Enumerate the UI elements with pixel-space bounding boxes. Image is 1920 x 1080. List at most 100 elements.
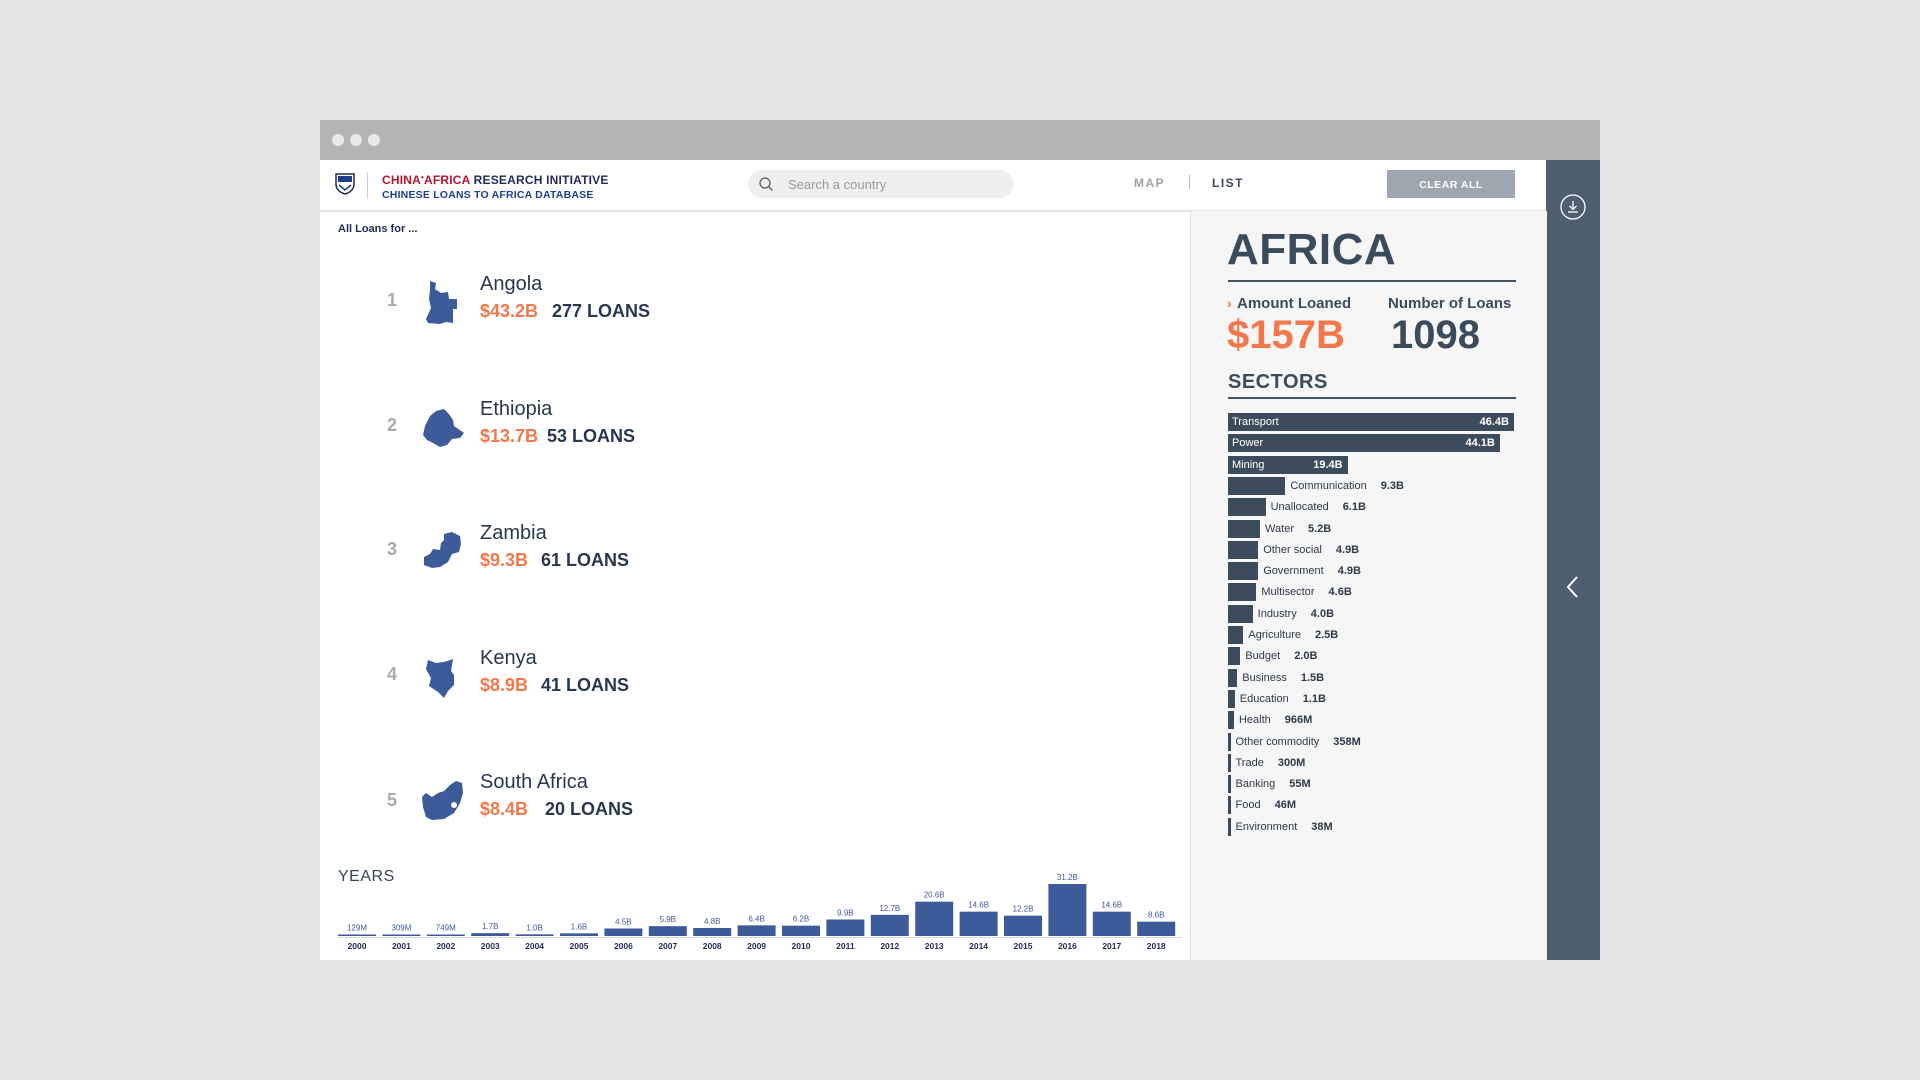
sector-value: 4.9B — [1335, 543, 1360, 556]
window-dot-maximize[interactable] — [368, 134, 380, 146]
nav-separator — [1189, 175, 1190, 189]
zambia-map-icon — [424, 532, 461, 568]
amount-value: $157B — [1227, 313, 1345, 357]
sector-value: 5.2B — [1307, 522, 1332, 535]
country-name: Angola — [480, 273, 543, 295]
nav-list-tab[interactable]: LIST — [1212, 176, 1244, 190]
year-bar-2009[interactable] — [737, 925, 776, 936]
year-bar-2015[interactable] — [1004, 915, 1042, 936]
year-bar-2011[interactable] — [826, 919, 865, 937]
sais-shield-icon[interactable] — [335, 173, 355, 195]
country-row-kenya[interactable]: 4 Kenya $8.9B 41 LOANS — [320, 647, 920, 727]
clear-all-button[interactable]: CLEAR ALL — [1387, 170, 1515, 198]
year-tick-label: 2003 — [481, 941, 500, 951]
sector-name: Mining — [1232, 458, 1265, 471]
year-bar-2007[interactable] — [648, 926, 687, 936]
country-amount: $9.3B — [480, 550, 529, 570]
sector-value: 46.4B — [1479, 416, 1509, 428]
country-row-angola[interactable]: 1 Angola $43.2B 277 LOANS — [320, 273, 920, 353]
year-bar-2014[interactable] — [959, 911, 998, 936]
year-tick-label: 2009 — [747, 941, 766, 951]
year-bar-2018[interactable] — [1137, 921, 1176, 936]
sector-name: Industry — [1257, 607, 1297, 620]
year-bar-2008[interactable] — [693, 928, 732, 936]
sector-bar — [1228, 498, 1266, 517]
year-value-label: 12.7B — [879, 904, 900, 913]
year-bar-2003[interactable] — [471, 933, 510, 936]
sector-name: Other commodity — [1235, 735, 1320, 748]
year-bar-2004[interactable] — [515, 934, 554, 936]
year-bar-2005[interactable] — [560, 933, 598, 936]
country-name: Kenya — [480, 647, 537, 669]
year-bar-2006[interactable] — [604, 928, 643, 937]
logo-subtitle[interactable]: CHINESE LOANS TO AFRICA DATABASE — [382, 189, 594, 201]
kenya-map-icon — [426, 659, 454, 698]
logo-title[interactable]: CHINA•AFRICA RESEARCH INITIATIVE — [382, 173, 609, 187]
country-row-south-africa[interactable]: 5 South Africa $8.4B 20 LOANS — [320, 771, 920, 851]
sector-bar — [1228, 540, 1259, 559]
country-name: South Africa — [480, 771, 588, 793]
country-name: Zambia — [480, 522, 547, 544]
year-tick-label: 2005 — [570, 941, 589, 951]
sector-bar — [1228, 732, 1231, 751]
logo-research: RESEARCH INITIATIVE — [470, 173, 609, 187]
year-tick-label: 2012 — [880, 941, 899, 951]
sectors-title: SECTORS — [1228, 371, 1328, 393]
year-tick-label: 2007 — [658, 941, 677, 951]
download-icon[interactable] — [1559, 193, 1587, 221]
country-amount: $43.2B — [480, 301, 539, 321]
year-bar-2017[interactable] — [1092, 911, 1131, 936]
sector-bar — [1228, 753, 1231, 772]
year-value-label: 4.5B — [615, 918, 631, 927]
country-row-zambia[interactable]: 3 Zambia $9.3B 61 LOANS — [320, 522, 920, 602]
country-rank: 4 — [386, 664, 397, 684]
sector-bar — [1228, 562, 1259, 581]
year-value-label: 14.6B — [968, 901, 989, 910]
ethiopia-map-icon — [423, 409, 464, 447]
year-bar-2000[interactable] — [338, 934, 376, 937]
country-rank: 5 — [386, 790, 397, 810]
sector-name: Environment — [1235, 820, 1298, 833]
search-box[interactable] — [748, 170, 1014, 198]
year-value-label: 129M — [347, 924, 367, 933]
window-dot-close[interactable] — [332, 134, 344, 146]
country-rank: 2 — [386, 415, 397, 435]
year-bar-2010[interactable] — [782, 925, 820, 936]
sector-value: 1.1B — [1302, 692, 1326, 705]
year-tick-label: 2011 — [836, 941, 855, 951]
sector-name: Communication — [1290, 479, 1367, 492]
year-value-label: 20.6B — [924, 891, 945, 900]
country-row-ethiopia[interactable]: 2 Ethiopia $13.7B 53 LOANS — [320, 398, 920, 478]
year-tick-label: 2013 — [925, 941, 944, 951]
country-amount: $8.9B — [480, 675, 529, 695]
sector-bar — [1228, 775, 1231, 794]
year-bar-2002[interactable] — [426, 934, 465, 937]
country-rank: 3 — [386, 539, 397, 559]
years-title: YEARS — [338, 868, 395, 885]
sector-name: Budget — [1245, 650, 1281, 663]
year-tick-label: 2004 — [525, 941, 544, 951]
year-bar-2016[interactable] — [1048, 884, 1087, 936]
amount-label: Amount Loaned — [1237, 295, 1352, 312]
window-dot-minimize[interactable] — [350, 134, 362, 146]
chevron-left-icon[interactable] — [1564, 573, 1582, 601]
country-loan-count: 20 LOANS — [545, 799, 634, 819]
sector-value: 55M — [1289, 778, 1311, 791]
year-bar-2012[interactable] — [870, 914, 909, 936]
sector-value: 2.0B — [1294, 650, 1318, 663]
year-value-label: 12.2B — [1013, 905, 1034, 914]
year-bar-2001[interactable] — [382, 934, 421, 937]
region-rule — [1228, 280, 1516, 282]
search-input[interactable] — [788, 174, 998, 194]
years-bar-chart: 129M 2000 309M 2001 749M 2002 1.7B 2003 1.0B 2004… — [338, 873, 1182, 951]
year-tick-label: 2001 — [392, 941, 411, 951]
nav-map-tab[interactable]: MAP — [1134, 176, 1166, 190]
sector-value: 6.1B — [1342, 501, 1366, 514]
loans-list-panel: All Loans for ... 1 Angola $43.2B 277 LO… — [320, 211, 1189, 960]
sector-value: 2.5B — [1314, 629, 1339, 641]
sector-bar — [1228, 626, 1244, 644]
sector-value: 4.6B — [1328, 586, 1352, 599]
search-icon — [759, 177, 773, 191]
year-bar-2013[interactable] — [915, 901, 954, 936]
sector-name: Other social — [1263, 543, 1322, 556]
